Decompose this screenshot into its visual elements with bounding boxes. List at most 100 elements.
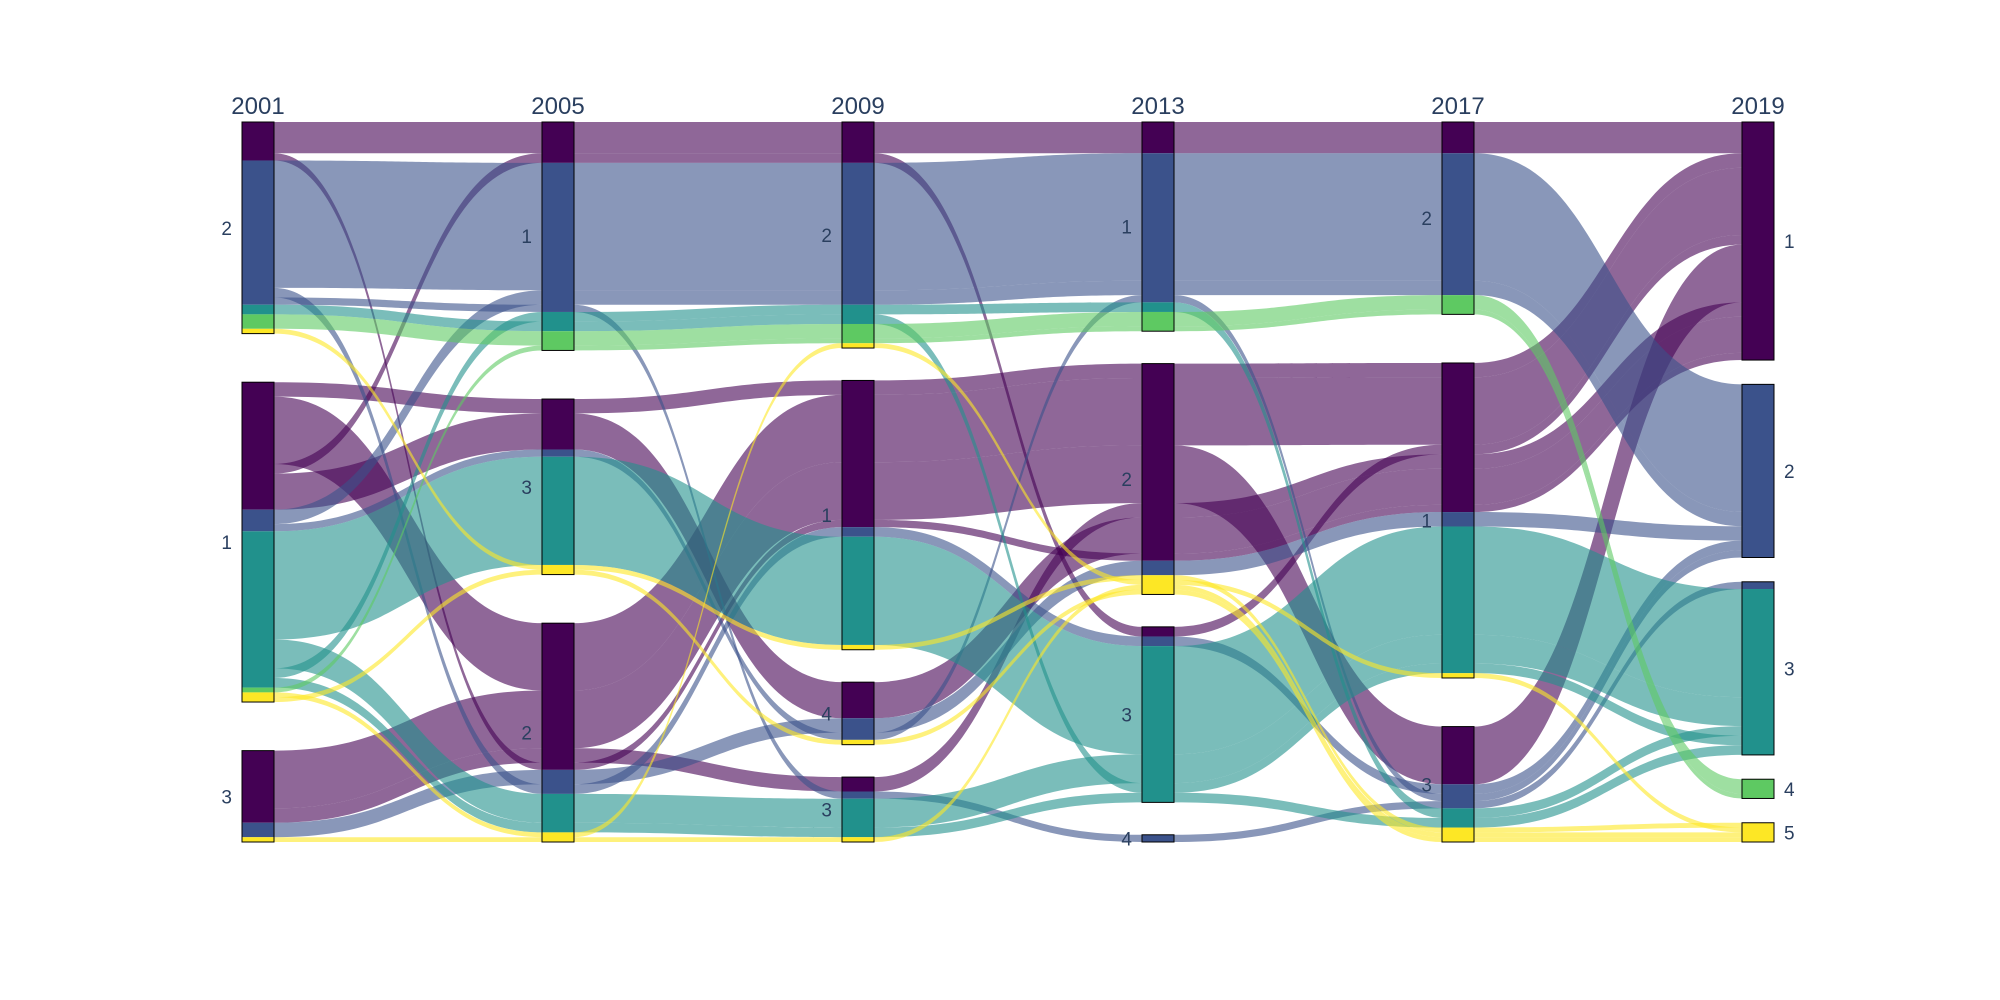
ribbon-2017-2019-group-1 bbox=[1474, 153, 1742, 378]
category-label-2009-1: 1 bbox=[821, 506, 832, 527]
bar-segment-2009-4-group-2 bbox=[842, 718, 874, 740]
ribbon-2017-2019-group-5 bbox=[1474, 837, 1742, 842]
ribbon-2017-2019-group-5 bbox=[1474, 832, 1742, 838]
bar-segment-2009-2-group-2 bbox=[842, 162, 874, 305]
bar-segment-2019-4-group-4 bbox=[1742, 779, 1774, 799]
dimension-label-2005: 2005 bbox=[531, 93, 584, 120]
category-bar-2013-2[interactable] bbox=[1141, 363, 1175, 595]
bar-segment-2001-1-group-3 bbox=[242, 531, 274, 688]
ribbon-2017-2019-group-3 bbox=[1474, 634, 1742, 727]
category-bar-2009-1[interactable] bbox=[841, 379, 875, 651]
ribbon-2009-2013-group-3 bbox=[874, 314, 1142, 793]
category-label-2009-2: 2 bbox=[821, 226, 832, 247]
category-bar-2005-2[interactable] bbox=[541, 622, 575, 843]
bar-segment-2005-1-group-1 bbox=[542, 122, 574, 163]
bar-segment-2009-4-group-5 bbox=[842, 739, 874, 745]
category-bar-2019-1[interactable] bbox=[1741, 121, 1775, 361]
ribbon-2005-2009-group-5 bbox=[574, 564, 842, 650]
ribbon-2009-2013-group-3 bbox=[874, 536, 1142, 755]
category-bar-2013-3[interactable] bbox=[1141, 626, 1175, 803]
bar-segment-2009-1-group-1 bbox=[842, 380, 874, 528]
ribbon-2001-2005-group-2 bbox=[274, 297, 542, 312]
ribbon-2009-2013-group-1 bbox=[874, 363, 1142, 395]
bar-segment-2013-1-group-2 bbox=[1142, 153, 1174, 303]
ribbon-2017-2019-group-2 bbox=[1474, 153, 1742, 512]
ribbon-2009-2013-group-5 bbox=[874, 584, 1142, 842]
bar-segment-2009-2-group-3 bbox=[842, 304, 874, 324]
bar-segment-2001-2-group-3 bbox=[242, 304, 274, 315]
ribbon-2005-2009-group-3 bbox=[574, 793, 842, 828]
ribbon-2017-2019-group-3 bbox=[1474, 745, 1742, 828]
ribbon-2013-2017-group-5 bbox=[1174, 575, 1442, 833]
bar-segment-2009-1-group-5 bbox=[842, 644, 874, 650]
ribbon-2013-2017-group-2 bbox=[1174, 295, 1442, 802]
category-bar-2005-3[interactable] bbox=[541, 398, 575, 576]
ribbon-2009-2013-group-3 bbox=[874, 792, 1142, 838]
ribbon-2017-2019-group-3 bbox=[1474, 726, 1742, 818]
ribbon-2013-2017-group-1 bbox=[1174, 504, 1442, 561]
category-bar-2017-1[interactable] bbox=[1441, 362, 1475, 679]
category-bar-2019-2[interactable] bbox=[1741, 383, 1775, 558]
bar-segment-2013-2-group-2 bbox=[1142, 560, 1174, 576]
category-label-2017-3: 3 bbox=[1421, 775, 1432, 796]
ribbon-2005-2009-group-1 bbox=[574, 153, 842, 163]
ribbon-2009-2013-group-2 bbox=[874, 527, 1142, 647]
bar-segment-2005-2-group-3 bbox=[542, 793, 574, 833]
bar-segment-2001-2-group-1 bbox=[242, 122, 274, 161]
ribbon-2009-2013-group-2 bbox=[874, 153, 1142, 291]
bar-segment-2013-1-group-3 bbox=[1142, 302, 1174, 312]
category-bar-2013-4[interactable] bbox=[1141, 834, 1175, 843]
bar-segment-2013-2-group-1 bbox=[1142, 363, 1174, 561]
ribbon-2001-2005-group-2 bbox=[274, 160, 542, 291]
dimension-label-2013: 2013 bbox=[1131, 93, 1184, 120]
ribbon-2009-2013-group-4 bbox=[874, 326, 1142, 344]
category-bar-2019-4[interactable] bbox=[1741, 778, 1775, 799]
category-label-2005-2: 2 bbox=[521, 724, 532, 745]
category-label-2013-1: 1 bbox=[1121, 218, 1132, 239]
ribbon-2017-2019-group-1 bbox=[1474, 352, 1742, 513]
category-bar-2017-2[interactable] bbox=[1441, 121, 1475, 315]
ribbon-2001-2005-group-1 bbox=[274, 690, 542, 809]
ribbon-2001-2005-group-3 bbox=[274, 677, 542, 833]
bar-segment-2013-3-group-3 bbox=[1142, 646, 1174, 803]
ribbon-2017-2019-group-5 bbox=[1474, 673, 1742, 833]
category-bar-2019-5[interactable] bbox=[1741, 822, 1775, 843]
category-bar-2013-1[interactable] bbox=[1141, 121, 1175, 332]
category-bar-2001-3[interactable] bbox=[241, 750, 275, 843]
ribbon-2001-2005-group-5 bbox=[274, 328, 542, 570]
bar-segment-2013-4-group-2 bbox=[1142, 834, 1174, 842]
category-label-2009-4: 4 bbox=[821, 704, 832, 725]
category-bar-2009-3[interactable] bbox=[841, 776, 875, 843]
bar-segment-2009-3-group-3 bbox=[842, 798, 874, 838]
bar-segment-2005-3-group-2 bbox=[542, 449, 574, 457]
ribbon-2005-2009-group-5 bbox=[574, 343, 842, 838]
category-bar-2001-1[interactable] bbox=[241, 381, 275, 703]
category-bar-2005-1[interactable] bbox=[541, 121, 575, 351]
ribbon-2005-2009-group-2 bbox=[574, 718, 842, 785]
bar-segment-2009-2-group-1 bbox=[842, 122, 874, 163]
bar-segment-2019-5-group-5 bbox=[1742, 822, 1774, 842]
bar-segment-2001-1-group-4 bbox=[242, 687, 274, 693]
ribbon-2017-2019-group-1 bbox=[1474, 244, 1742, 785]
dimension-label-2009: 2009 bbox=[831, 93, 884, 120]
bar-segment-2005-2-group-5 bbox=[542, 832, 574, 842]
ribbon-2013-2017-group-5 bbox=[1174, 580, 1442, 678]
category-bar-2017-3[interactable] bbox=[1441, 726, 1475, 843]
category-bar-2009-2[interactable] bbox=[841, 121, 875, 349]
category-bar-2001-2[interactable] bbox=[241, 121, 275, 335]
ribbon-2013-2017-group-5 bbox=[1174, 584, 1442, 838]
category-label-2001-1: 1 bbox=[221, 533, 232, 554]
ribbon-2005-2009-group-3 bbox=[574, 304, 842, 322]
category-bar-2009-4[interactable] bbox=[841, 681, 875, 746]
ribbon-2005-2009-group-3 bbox=[574, 314, 842, 332]
bar-segment-2009-1-group-2 bbox=[842, 527, 874, 537]
ribbon-2013-2017-group-1 bbox=[1174, 468, 1442, 554]
ribbon-2013-2017-group-4 bbox=[1174, 309, 1442, 332]
ribbon-2013-2017-group-3 bbox=[1174, 792, 1442, 828]
bar-segment-2013-3-group-2 bbox=[1142, 636, 1174, 647]
dimension-label-2017: 2017 bbox=[1431, 93, 1484, 120]
category-bar-2019-3[interactable] bbox=[1741, 581, 1775, 756]
ribbon-2017-2019-group-3 bbox=[1474, 663, 1742, 746]
ribbon-2013-2017-group-5 bbox=[1174, 589, 1442, 842]
